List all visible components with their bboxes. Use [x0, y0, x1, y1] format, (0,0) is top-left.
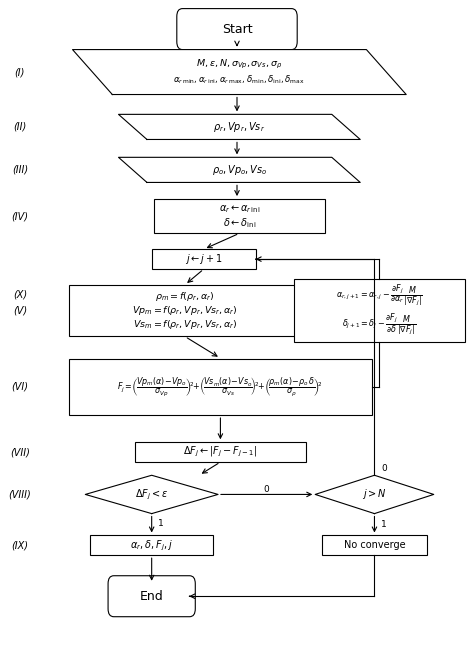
- Text: $\rho_r, Vp_r, Vs_r$: $\rho_r, Vp_r, Vs_r$: [213, 120, 265, 134]
- Text: No converge: No converge: [344, 540, 405, 551]
- Text: (IX): (IX): [11, 540, 28, 551]
- Text: $F_j = \!\left(\!\dfrac{Vp_m(\alpha)\!-\!Vp_o}{\sigma_{Vp}}\!\right)^{\!2}\!\!+\: $F_j = \!\left(\!\dfrac{Vp_m(\alpha)\!-\…: [118, 375, 323, 398]
- Bar: [69, 285, 301, 336]
- Text: $M, \varepsilon, N, \sigma_{Vp}, \sigma_{Vs}, \sigma_{\rho}$: $M, \varepsilon, N, \sigma_{Vp}, \sigma_…: [196, 58, 283, 71]
- Text: 1: 1: [381, 520, 387, 529]
- Text: $Vs_m = f(\rho_r, Vp_r, Vs_r, \alpha_r)$: $Vs_m = f(\rho_r, Vp_r, Vs_r, \alpha_r)$: [133, 318, 237, 331]
- Text: (III): (III): [12, 165, 28, 175]
- FancyBboxPatch shape: [177, 9, 297, 50]
- Polygon shape: [118, 114, 360, 139]
- Text: $\delta_{j+1} = \delta_j - \dfrac{\partial F_j}{\partial \delta}\dfrac{M}{|\nabl: $\delta_{j+1} = \delta_j - \dfrac{\parti…: [342, 311, 416, 336]
- Bar: [322, 535, 427, 555]
- Text: (VII): (VII): [10, 447, 30, 457]
- Bar: [294, 279, 465, 342]
- Polygon shape: [73, 50, 406, 95]
- Bar: [90, 535, 213, 555]
- Text: (II): (II): [13, 122, 27, 132]
- Text: $Vp_m = f(\rho_r, Vp_r, Vs_r, \alpha_r)$: $Vp_m = f(\rho_r, Vp_r, Vs_r, \alpha_r)$: [132, 304, 237, 317]
- Text: $\rho_o, Vp_o, Vs_o$: $\rho_o, Vp_o, Vs_o$: [211, 163, 267, 177]
- Text: $j > N$: $j > N$: [362, 487, 387, 502]
- Text: $\alpha_r \leftarrow \alpha_{r\,\mathrm{ini}}$: $\alpha_r \leftarrow \alpha_{r\,\mathrm{…: [219, 204, 260, 215]
- Text: (VIII): (VIII): [9, 489, 31, 500]
- Text: $\alpha_{r\,\mathrm{min}}, \alpha_{r\,\mathrm{ini}}, \alpha_{r\,\mathrm{max}}, \: $\alpha_{r\,\mathrm{min}}, \alpha_{r\,\m…: [173, 73, 305, 85]
- Text: 0: 0: [381, 464, 387, 473]
- Bar: [152, 249, 256, 269]
- Text: 1: 1: [158, 519, 164, 528]
- Bar: [69, 358, 372, 415]
- Text: Start: Start: [222, 22, 252, 36]
- Text: (VI): (VI): [11, 381, 28, 392]
- FancyBboxPatch shape: [108, 576, 195, 617]
- Bar: [154, 199, 325, 233]
- Text: (I): (I): [15, 67, 25, 77]
- Text: End: End: [140, 590, 164, 603]
- Text: 0: 0: [264, 485, 269, 494]
- Polygon shape: [118, 157, 360, 182]
- Text: (V): (V): [13, 305, 27, 316]
- Text: (IV): (IV): [11, 211, 28, 221]
- Text: $\Delta F_j \leftarrow |F_j - F_{j-1}|$: $\Delta F_j \leftarrow |F_j - F_{j-1}|$: [183, 445, 257, 459]
- Text: $\Delta F_j < \varepsilon$: $\Delta F_j < \varepsilon$: [135, 487, 168, 502]
- Text: (X): (X): [13, 289, 27, 299]
- Text: $\rho_m = f(\rho_r, \alpha_r)$: $\rho_m = f(\rho_r, \alpha_r)$: [155, 290, 215, 303]
- Polygon shape: [315, 475, 434, 514]
- Text: $\delta \leftarrow \delta_{\mathrm{ini}}$: $\delta \leftarrow \delta_{\mathrm{ini}}…: [223, 216, 256, 229]
- Text: $j \leftarrow j+1$: $j \leftarrow j+1$: [185, 252, 223, 266]
- Bar: [135, 442, 306, 462]
- Text: $\alpha_{r,j+1} = \alpha_{r,j} - \dfrac{\partial F_j}{\partial \alpha_r}\dfrac{M: $\alpha_{r,j+1} = \alpha_{r,j} - \dfrac{…: [336, 283, 422, 308]
- Polygon shape: [85, 475, 218, 514]
- Text: $\alpha_r, \delta, F_j, j$: $\alpha_r, \delta, F_j, j$: [130, 538, 173, 553]
